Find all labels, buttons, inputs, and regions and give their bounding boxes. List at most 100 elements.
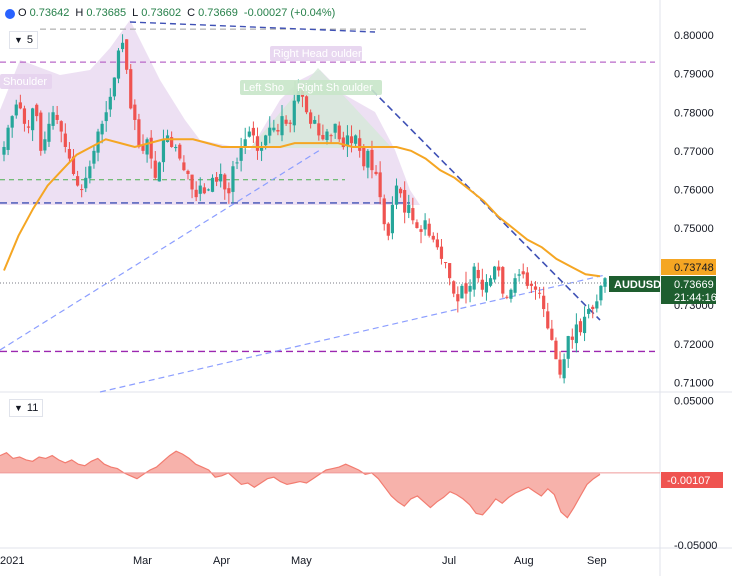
candle-body	[411, 208, 415, 221]
annotation-left-shoulder: Left Sho	[243, 82, 284, 94]
candle-body	[141, 144, 145, 151]
candle-body	[582, 316, 587, 334]
symbol-badge-bg	[609, 276, 660, 292]
candle-body	[296, 89, 300, 102]
annotation-right-head: Right Head oulder	[273, 48, 362, 60]
candle-body	[398, 188, 403, 194]
time-axis-label: Jul	[442, 555, 456, 567]
candle-body	[366, 150, 370, 168]
candle-body	[84, 177, 88, 189]
candle-body	[415, 222, 419, 229]
candle-body	[345, 135, 350, 146]
candle-body	[505, 296, 509, 298]
candle-body	[206, 189, 211, 191]
low-value: 0.73602	[141, 7, 182, 19]
candle-body	[182, 162, 186, 171]
candle-body	[484, 282, 489, 293]
oscillator-line	[0, 450, 601, 519]
annotation-right-head-bg	[270, 46, 362, 61]
candle-body	[6, 127, 10, 150]
candle-body	[288, 122, 292, 124]
candle-body	[194, 189, 198, 198]
ohlc-readout: O 0.73642 H 0.73685 L 0.73602 C 0.73669 -0.0…	[5, 7, 338, 19]
candle-body	[325, 131, 329, 140]
candle-body	[587, 309, 591, 314]
ma-badge-bg	[661, 259, 716, 275]
candle-body	[63, 133, 67, 147]
candle-body	[521, 271, 525, 275]
candle-body	[202, 187, 206, 194]
chevron-down-icon[interactable]: ▼	[14, 35, 23, 45]
candle-body	[595, 301, 599, 309]
candle-body	[578, 321, 583, 333]
visibility-eye-icon[interactable]	[5, 9, 15, 19]
candle-body	[554, 340, 558, 360]
price-tick-label: 0.77000	[674, 146, 714, 158]
candle-body	[513, 278, 517, 293]
candle-body	[423, 220, 427, 230]
candle-body	[472, 266, 476, 290]
candle-body	[255, 136, 260, 151]
candle-body	[562, 359, 566, 379]
annotation-right-shoulder: Right Sh oulder	[297, 82, 373, 94]
osc-current-label: -0.00107	[667, 475, 710, 487]
candle-body	[247, 131, 251, 137]
time-axis-label: Aug	[514, 555, 534, 567]
candle-body	[525, 272, 529, 286]
candle-body	[448, 263, 452, 279]
indicator-legend-price[interactable]: ▼ 5	[9, 31, 39, 49]
candle-body	[80, 189, 84, 191]
candle-body	[243, 139, 247, 147]
candle-body	[227, 188, 231, 194]
candle-body	[116, 50, 121, 79]
candle-body	[268, 127, 272, 136]
change-value: -0.00027 (+0.04%)	[243, 7, 336, 19]
candle-body	[219, 173, 223, 182]
candle-body	[108, 96, 112, 110]
price-tick-label: 0.72000	[674, 339, 714, 351]
candle-body	[337, 125, 341, 140]
close-value: 0.73669	[198, 7, 238, 19]
last-price-label: 0.73669	[674, 279, 714, 291]
close-label: C	[187, 7, 196, 19]
candle-body	[210, 177, 215, 192]
candle-body	[223, 174, 227, 190]
candle-body	[566, 336, 570, 359]
candle-body	[51, 112, 55, 126]
candle-body	[100, 123, 104, 135]
candle-body	[427, 223, 431, 236]
candle-body	[280, 116, 284, 136]
candle-body	[259, 146, 264, 151]
price-tick-label: 0.79000	[674, 69, 714, 81]
candle-body	[39, 112, 43, 151]
osc-badge-bg	[661, 472, 723, 488]
price-tick-label: 0.75000	[674, 223, 714, 235]
candle-body	[390, 204, 395, 234]
candle-body	[284, 119, 288, 124]
high-label: H	[75, 7, 84, 19]
candle-body	[304, 96, 309, 113]
indicator-legend-osc[interactable]: ▼ 11	[9, 399, 44, 417]
candle-body	[464, 283, 468, 294]
candle-body	[161, 139, 166, 163]
candle-body	[493, 266, 497, 280]
candle-body	[394, 185, 399, 205]
indicator-legend-price-value: 5	[26, 34, 34, 46]
candle-body	[431, 235, 435, 240]
candle-body	[456, 294, 460, 302]
candle-body	[321, 134, 325, 140]
candle-body	[18, 102, 22, 109]
candle-body	[354, 135, 358, 144]
chevron-down-icon[interactable]: ▼	[14, 403, 23, 413]
candle-body	[125, 39, 129, 70]
trendline-top	[129, 21, 376, 33]
candle-body	[386, 223, 390, 236]
candle-body	[214, 177, 219, 182]
candle-body	[403, 190, 407, 213]
candle-body	[88, 166, 92, 179]
candle-body	[133, 104, 137, 120]
candle-body	[570, 336, 574, 340]
candle-body	[22, 108, 27, 124]
candle-body	[542, 295, 546, 310]
candle-body	[198, 185, 202, 194]
